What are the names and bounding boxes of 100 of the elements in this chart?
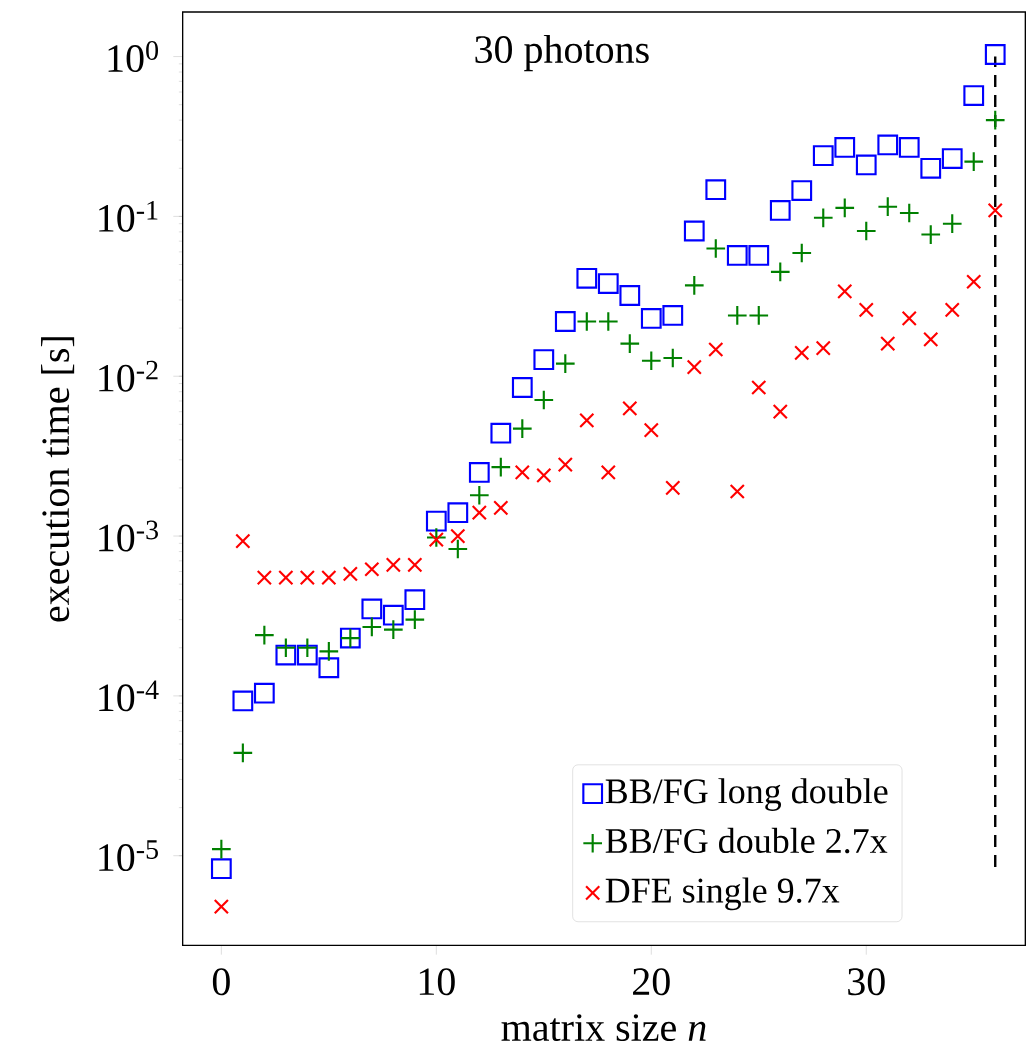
point: [318, 657, 340, 679]
point: [514, 464, 530, 481]
x-tick-label: 10: [419, 968, 455, 996]
point: [834, 137, 856, 158]
point: [600, 464, 616, 481]
point: [597, 311, 619, 332]
point: [944, 302, 960, 318]
point: [253, 624, 275, 646]
point: [643, 422, 659, 438]
point: [576, 267, 598, 289]
point: [278, 569, 294, 586]
point: [855, 220, 877, 242]
point: [471, 505, 487, 521]
y-tick-label: 10$^{-2}$: [99, 360, 158, 392]
point: [705, 238, 727, 259]
point: [404, 609, 426, 631]
point: [898, 137, 920, 158]
point: [662, 347, 684, 369]
point: [296, 637, 318, 659]
point: [920, 224, 942, 245]
point: [984, 109, 1006, 131]
point: [235, 533, 251, 549]
point: [450, 528, 466, 544]
point: [232, 690, 254, 712]
point: [984, 44, 1006, 65]
point: [364, 561, 380, 577]
point: [640, 308, 662, 329]
point: [772, 404, 788, 420]
point: [490, 422, 512, 444]
annotation: 30 photons: [475, 34, 649, 72]
point: [729, 483, 745, 500]
x-tick-label: 0: [212, 968, 230, 996]
point: [855, 154, 877, 176]
point: [683, 275, 705, 296]
point: [619, 285, 641, 306]
point: [299, 569, 316, 586]
point: [447, 502, 469, 524]
x-axis-title: matrix size n: [501, 1014, 706, 1042]
point: [877, 196, 899, 218]
point: [511, 418, 533, 440]
point: [941, 213, 963, 235]
point: [769, 261, 791, 283]
point: [966, 274, 982, 290]
point: [898, 202, 920, 224]
point: [665, 480, 681, 496]
point: [382, 604, 404, 626]
point: [296, 644, 318, 666]
point: [748, 305, 770, 326]
point: [468, 484, 490, 506]
point: [769, 200, 791, 221]
point: [385, 557, 401, 573]
point: [210, 838, 232, 860]
point: [726, 245, 748, 266]
point: [557, 456, 573, 473]
point: [686, 359, 702, 375]
point: [447, 538, 469, 560]
point: [815, 340, 831, 356]
point: [210, 858, 232, 880]
point: [253, 682, 275, 704]
point: [683, 220, 705, 242]
legend-label: BB/FG long double: [605, 778, 888, 811]
point: [794, 345, 810, 361]
point: [533, 349, 555, 371]
point: [232, 742, 254, 764]
point: [256, 569, 273, 586]
point: [511, 377, 533, 398]
point: [597, 273, 619, 294]
y-axis-title: execution time [s]: [41, 337, 75, 622]
point: [382, 619, 404, 640]
point: [361, 598, 383, 620]
point: [407, 557, 423, 573]
point: [877, 134, 899, 156]
point: [275, 637, 297, 659]
point: [791, 242, 813, 264]
x-tick-label: 30: [848, 968, 885, 996]
legend-label: BB/FG double 2.7x: [605, 827, 888, 854]
x-tick-label: 20: [633, 968, 670, 996]
point: [901, 310, 917, 327]
point: [640, 350, 662, 372]
point: [705, 179, 727, 201]
point: [342, 566, 359, 582]
point: [554, 311, 576, 332]
y-tick-label: 10$^{0}$: [108, 41, 159, 73]
point: [361, 616, 383, 638]
point: [576, 311, 598, 332]
point: [321, 569, 337, 586]
legend-label: DFE single 9.7x: [605, 877, 840, 911]
point: [812, 207, 834, 229]
point: [923, 331, 939, 348]
point: [834, 197, 856, 219]
y-tick-label: 10$^{-4}$: [99, 680, 159, 712]
point: [751, 379, 767, 396]
point: [812, 145, 834, 167]
point: [579, 412, 595, 428]
point: [425, 510, 447, 532]
point: [490, 456, 512, 478]
point: [493, 500, 509, 516]
point: [536, 467, 552, 483]
point: [920, 157, 942, 179]
point: [748, 245, 770, 266]
